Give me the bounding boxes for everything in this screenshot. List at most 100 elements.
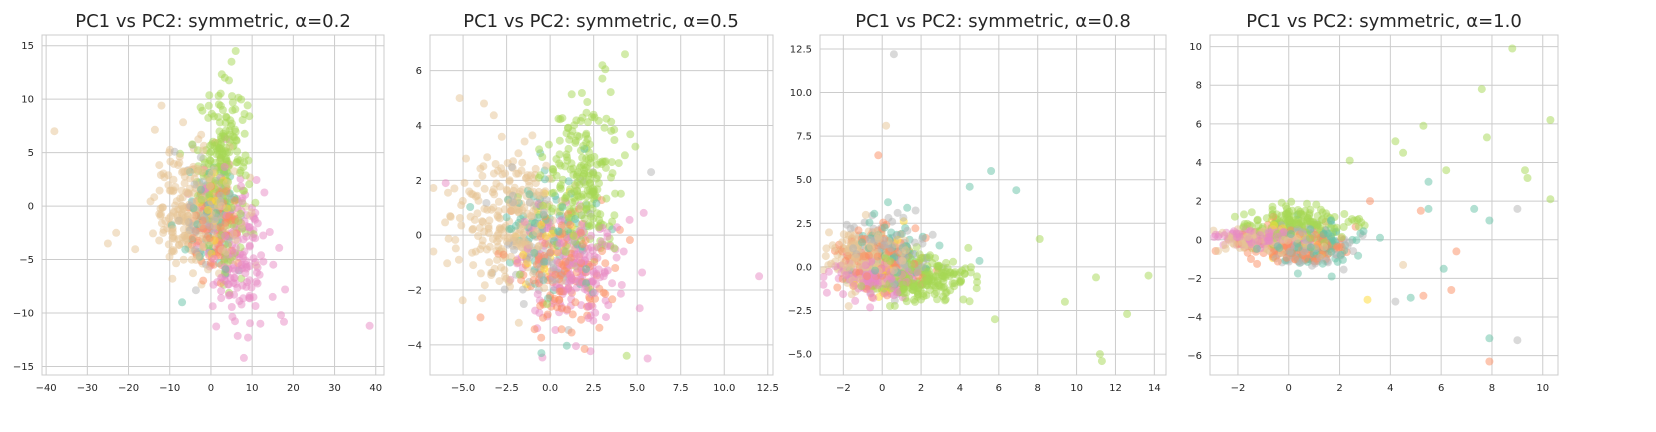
subplot-1-point <box>241 171 250 180</box>
subplot-1-point <box>180 179 189 188</box>
subplot-2-point <box>607 173 615 182</box>
subplot-3-point <box>861 261 870 270</box>
subplot-2-point <box>478 217 487 226</box>
subplot-2-point <box>564 177 573 186</box>
subplot-1-point <box>231 279 240 288</box>
subplot-2-point <box>469 224 477 233</box>
subplot-1-point <box>157 101 166 110</box>
subplot-3-point <box>842 271 851 280</box>
subplot-1-point <box>245 294 254 303</box>
subplot-1-point <box>231 47 240 55</box>
subplot-4-point <box>1298 228 1307 237</box>
subplot-4-point <box>1337 243 1346 251</box>
subplot-1-point <box>236 156 245 165</box>
subplot-2-point <box>540 257 549 266</box>
subplot-3-point <box>822 244 831 253</box>
subplot-1-point <box>230 196 239 205</box>
subplot-4-point <box>1247 255 1255 263</box>
subplot-3-point <box>955 277 964 286</box>
subplot-1-point <box>260 188 269 197</box>
subplot-1-point <box>198 243 207 252</box>
subplot-2-point <box>558 203 567 212</box>
subplot-1-point <box>239 294 248 303</box>
subplot-3-point <box>893 288 902 297</box>
subplot-4-point <box>1339 265 1348 274</box>
subplot-2-point <box>607 158 616 167</box>
subplot-2-title: PC1 vs PC2: symmetric, α=0.5 <box>463 11 739 32</box>
subplot-1-point <box>167 228 176 237</box>
subplot-2-point <box>598 247 607 256</box>
subplot-2-point <box>554 248 562 257</box>
subplot-2-point <box>460 178 469 187</box>
subplot-2-point <box>466 212 475 221</box>
subplot-1-point <box>225 212 234 221</box>
subplot-4-point <box>1247 208 1256 217</box>
subplot-3-axes-frame <box>819 34 1167 376</box>
subplot-2-point <box>471 247 480 256</box>
subplot-2-x-tick-label: −2.5 <box>494 383 518 394</box>
subplot-4-point <box>1416 206 1425 215</box>
subplot-3-point <box>827 259 836 268</box>
subplot-1-point <box>222 187 231 196</box>
subplot-1-point <box>204 205 212 214</box>
subplot-1-point <box>234 217 243 225</box>
subplot-4-point <box>1406 293 1415 302</box>
subplot-2-y-tick-label: −2 <box>407 286 422 297</box>
subplot-2-point <box>507 163 516 172</box>
subplot-2-point <box>602 114 611 123</box>
subplot-1-point <box>244 333 252 342</box>
subplot-2-point <box>494 197 503 206</box>
subplot-4-point <box>1211 230 1220 239</box>
subplot-2-point <box>608 217 617 226</box>
subplot-2-point <box>507 252 515 261</box>
subplot-4-point <box>1253 237 1262 246</box>
subplot-2-point <box>544 140 553 149</box>
subplot-4-point <box>1296 258 1305 267</box>
subplot-2-point <box>536 301 545 310</box>
subplot-1-point <box>253 279 262 288</box>
subplot-4-point <box>1337 232 1346 241</box>
subplot-2-point <box>514 169 523 178</box>
subplot-3-point <box>1095 350 1104 359</box>
subplot-3-point <box>903 226 912 235</box>
subplot-2-point <box>537 221 546 229</box>
subplot-3-point <box>880 241 889 250</box>
subplot-2-point <box>510 183 519 192</box>
subplot-2-point <box>584 302 593 311</box>
subplot-4-point <box>1273 242 1282 251</box>
subplot-1-point <box>221 265 230 274</box>
subplot-2-point <box>587 212 596 221</box>
subplot-1-point <box>228 106 237 115</box>
subplot-2-point <box>506 234 515 242</box>
subplot-1-point <box>188 140 197 149</box>
subplot-3-point <box>940 296 949 305</box>
subplot-3-point <box>1012 186 1021 195</box>
subplot-2-point <box>579 170 588 179</box>
subplot-4-x-tick-label: 10 <box>1536 383 1549 394</box>
subplot-2-point <box>493 231 502 240</box>
subplot-1-point <box>175 158 184 167</box>
subplot-2-axes-frame <box>429 34 774 376</box>
subplot-4: −2 0 2 4 6 8 10 −6 −4 −2 0 2 4 6 8 10 PC1 vs PC2: symmet… <box>1187 11 1559 394</box>
subplot-1-point <box>189 211 198 220</box>
subplot-1-point <box>213 139 222 148</box>
subplot-4-point <box>1286 230 1295 238</box>
subplot-2-point <box>473 191 482 200</box>
subplot-4-y-tick-label: 0 <box>1196 235 1202 246</box>
subplot-2-point <box>514 149 523 158</box>
subplot-3-x-tick-label: 4 <box>957 383 963 394</box>
subplot-1-point <box>231 127 240 136</box>
subplot-1-point <box>156 212 165 220</box>
subplot-1-y-tick-label: −10 <box>13 308 34 319</box>
subplot-4-point <box>1285 247 1294 256</box>
subplot-2-point <box>536 171 545 180</box>
subplot-2-point <box>484 224 493 233</box>
subplot-4-point <box>1240 210 1248 219</box>
subplot-3-x-tick-label: 6 <box>996 383 1002 394</box>
subplot-2-point <box>595 323 604 332</box>
subplot-4-point <box>1317 216 1326 224</box>
subplot-2-point <box>590 289 599 298</box>
subplot-1-axes-frame <box>41 34 385 376</box>
subplot-2-point <box>530 249 539 257</box>
subplot-1-point <box>229 230 238 239</box>
